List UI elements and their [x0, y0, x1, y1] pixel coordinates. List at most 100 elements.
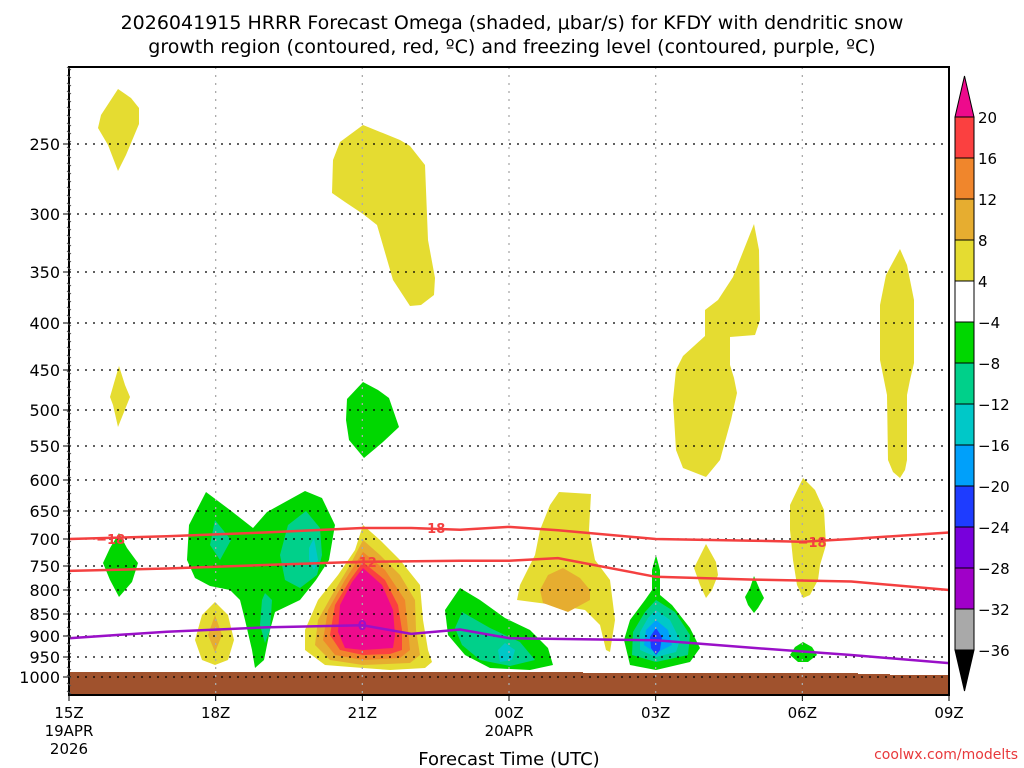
omega-region-teal-00z	[455, 612, 535, 666]
x-tick-label: 03Z	[641, 704, 670, 722]
y-tick-label: 650	[29, 502, 60, 521]
y-minor-tick	[66, 210, 72, 215]
omega-region-green-05z	[745, 576, 764, 613]
y-minor-tick	[66, 274, 72, 279]
y-minor-tick	[66, 538, 72, 543]
x-tick-label: 09Z	[934, 704, 963, 722]
y-minor-tick	[66, 610, 72, 615]
y-minor-tick	[66, 266, 72, 271]
omega-region-low-green-15z	[103, 533, 138, 597]
y-minor-tick	[66, 530, 72, 535]
x-tick-date: 20APR	[485, 722, 534, 740]
y-minor-tick	[66, 586, 72, 591]
chart-title-line1: 2026041915 HRRR Forecast Omega (shaded, …	[121, 12, 904, 34]
y-tick-label: 400	[29, 314, 60, 333]
y-minor-tick	[66, 498, 72, 503]
colorbar-triangle-top	[954, 75, 975, 118]
colorbar-label: −36	[978, 642, 1010, 660]
y-minor-tick	[66, 490, 72, 495]
y-minor-tick	[66, 130, 72, 135]
grid-lines	[69, 67, 949, 695]
chart-title-line2: growth region (contoured, red, ºC) and f…	[148, 36, 875, 58]
contour-label: −12	[348, 556, 377, 571]
y-minor-tick	[66, 666, 72, 671]
x-tick-label: 18Z	[201, 704, 230, 722]
y-minor-tick	[66, 466, 72, 471]
colorbar-label: −32	[978, 601, 1010, 619]
y-minor-tick	[66, 194, 72, 199]
y-minor-tick	[66, 330, 72, 335]
colorbar-swatch	[954, 157, 975, 200]
y-minor-tick	[66, 658, 72, 663]
y-minor-tick	[66, 226, 72, 231]
y-minor-tick	[66, 690, 72, 695]
y-tick-label: 500	[29, 401, 60, 420]
y-minor-tick	[66, 74, 72, 79]
colorbar-label: −28	[978, 560, 1010, 578]
y-minor-tick	[66, 98, 72, 103]
y-minor-tick	[66, 250, 72, 255]
y-minor-tick	[66, 90, 72, 95]
y-minor-tick	[66, 514, 72, 519]
y-minor-tick	[66, 522, 72, 527]
y-minor-tick	[66, 642, 72, 647]
omega-region-upper-yellow-21z	[332, 125, 435, 306]
y-minor-tick	[66, 218, 72, 223]
y-tick-label: 550	[29, 437, 60, 456]
colorbar-label: −4	[978, 314, 1000, 332]
y-minor-tick	[66, 82, 72, 87]
y-minor-tick	[66, 242, 72, 247]
y-minor-tick	[66, 458, 72, 463]
x-tick-label: 00Z	[494, 704, 523, 722]
credit-link[interactable]: coolwx.com/modelts	[874, 747, 1018, 763]
y-minor-tick	[66, 554, 72, 559]
y-minor-tick	[66, 410, 72, 415]
y-minor-tick	[66, 106, 72, 111]
omega-region-yellow-06z	[790, 478, 826, 598]
y-tick-label: 350	[29, 263, 60, 282]
colorbar-swatch	[954, 444, 975, 487]
colorbar-triangle-bottom	[954, 649, 975, 692]
y-minor-tick	[66, 362, 72, 367]
colorbar-swatch	[954, 362, 975, 405]
y-minor-tick	[66, 258, 72, 263]
contour-label: −18	[798, 536, 827, 551]
y-minor-tick	[66, 394, 72, 399]
colorbar-swatch	[954, 280, 975, 323]
y-tick-label: 450	[29, 361, 60, 380]
omega-region-yellow-plume-08z	[880, 249, 914, 478]
y-minor-tick	[66, 650, 72, 655]
y-tick-label: 850	[29, 605, 60, 624]
y-minor-tick	[66, 546, 72, 551]
x-tick-year: 2026	[50, 740, 88, 758]
colorbar-label: −16	[978, 437, 1010, 455]
y-minor-tick	[66, 618, 72, 623]
x-tick-label: 15Z	[54, 704, 83, 722]
y-minor-tick	[66, 322, 72, 327]
y-minor-tick	[66, 602, 72, 607]
y-minor-tick	[66, 426, 72, 431]
y-minor-tick	[66, 578, 72, 583]
y-tick-label: 800	[29, 581, 60, 600]
y-minor-tick	[66, 418, 72, 423]
y-minor-tick	[66, 354, 72, 359]
y-minor-tick	[66, 506, 72, 511]
colorbar-swatch	[954, 526, 975, 569]
y-tick-label: 600	[29, 471, 60, 490]
colorbar-swatch	[954, 116, 975, 159]
y-tick-label: 950	[29, 648, 60, 667]
y-minor-tick	[66, 186, 72, 191]
colorbar-label: −12	[978, 396, 1010, 414]
y-minor-tick	[66, 306, 72, 311]
y-minor-tick	[66, 282, 72, 287]
y-tick-label: 300	[29, 205, 60, 224]
y-minor-tick	[66, 402, 72, 407]
omega-region-upper-yellow-15z	[98, 89, 139, 171]
y-minor-tick	[66, 138, 72, 143]
omega-region-low-teal-19z-c	[260, 593, 272, 643]
y-minor-tick	[66, 290, 72, 295]
x-tick-label: 21Z	[348, 704, 377, 722]
y-minor-tick	[66, 162, 72, 167]
